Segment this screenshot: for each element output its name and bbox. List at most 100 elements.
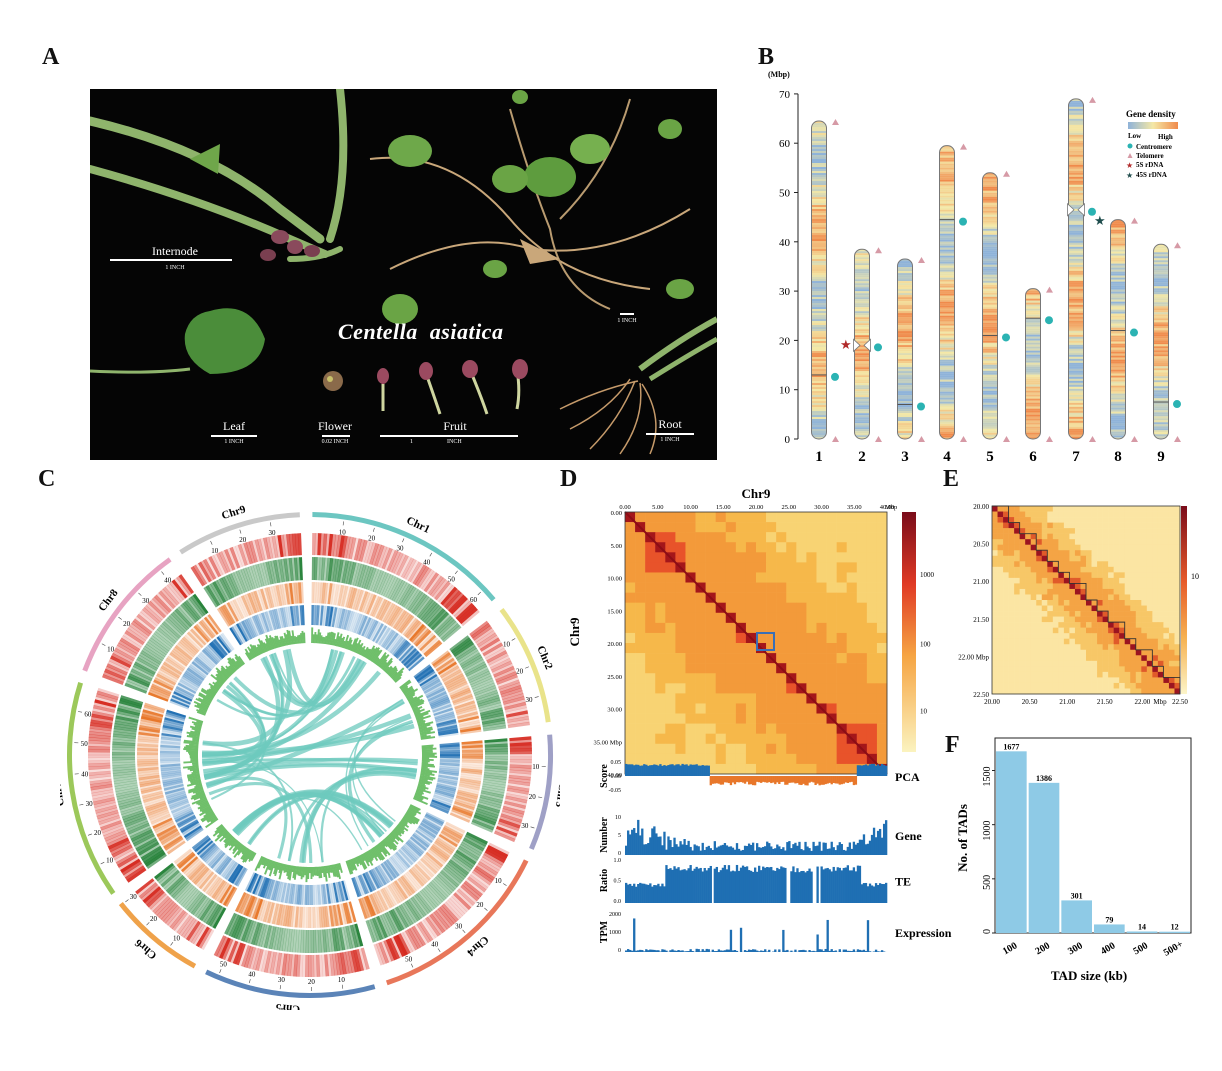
hic-cell — [836, 552, 847, 563]
circos-heat-segment — [383, 886, 397, 907]
hic-cell — [635, 653, 646, 664]
circos-heat-segment — [207, 643, 223, 661]
hic-cell — [645, 693, 656, 704]
density-band — [811, 201, 827, 204]
circos-heat-segment — [473, 814, 497, 826]
circos-heat-segment — [245, 566, 256, 590]
circos-heat-segment — [315, 582, 319, 604]
circos-heat-segment — [172, 807, 192, 818]
circos-gc-bar — [199, 801, 209, 807]
density-band — [1110, 429, 1126, 432]
zoom-cell — [1108, 517, 1114, 523]
hic-cell — [715, 632, 727, 644]
density-band — [1068, 388, 1084, 391]
track-expression-label: Expression — [895, 926, 952, 940]
circos-heat-segment — [276, 927, 284, 951]
zoom-cell — [1174, 517, 1181, 523]
circos-heat-segment — [149, 687, 170, 699]
density-band — [854, 413, 870, 416]
circos-heat-segment — [431, 911, 448, 932]
density-band — [897, 375, 913, 378]
hic-cell — [725, 713, 737, 724]
circos-heat-segment — [106, 835, 128, 847]
hic-cell — [675, 693, 686, 704]
circos-heat-segment — [264, 587, 273, 609]
track-expression-bar — [739, 927, 743, 952]
circos-heat-segment — [422, 854, 441, 871]
density-band — [1025, 370, 1041, 373]
hic-cell — [685, 592, 696, 603]
circos-heat-segment — [267, 879, 275, 900]
hic-cell — [715, 683, 727, 694]
track-expression-bar — [627, 949, 630, 952]
track-te-bar — [870, 885, 874, 903]
density-band — [939, 173, 955, 176]
track-gene-bar — [753, 850, 757, 855]
circos-heat-segment — [480, 790, 504, 799]
track-te-bar — [792, 866, 795, 903]
hic-cell — [725, 542, 737, 553]
track-pca-bar — [872, 763, 876, 776]
circos-heat-segment — [305, 954, 309, 977]
circos-heat-segment — [369, 918, 381, 942]
track-expression-bar — [663, 949, 666, 952]
density-band — [854, 331, 870, 334]
density-band — [1110, 295, 1126, 298]
circos-heat-segment — [343, 610, 351, 630]
density-band — [939, 181, 955, 184]
density-band — [811, 147, 827, 150]
circos-heat-segment — [452, 806, 473, 817]
track-gene-bar — [695, 845, 698, 855]
hic-cell — [745, 653, 757, 664]
circos-heat-segment — [439, 766, 460, 771]
circos-gc-bar — [311, 866, 314, 877]
circos-gc-bar — [192, 788, 204, 794]
density-band — [811, 145, 827, 148]
circos-heat-segment — [378, 941, 390, 964]
density-band — [811, 429, 827, 432]
circos-heat-segment — [356, 590, 366, 612]
zoom-cell — [1174, 522, 1181, 529]
circos-heat-segment — [271, 926, 279, 950]
circos-heat-segment — [439, 752, 460, 755]
track-expression-bar — [733, 950, 737, 952]
circos-tick-label: 60 — [470, 596, 478, 604]
circos-heat-segment — [252, 564, 263, 588]
panel-letter-f: F — [945, 732, 960, 758]
density-band — [811, 303, 827, 306]
density-band — [982, 240, 998, 243]
circos-heat-segment — [367, 620, 379, 640]
hic-cell — [635, 592, 646, 603]
track-gene-bar — [633, 828, 636, 855]
circos-gc-bar — [389, 833, 396, 840]
hic-cell — [836, 703, 847, 714]
density-band — [1025, 326, 1041, 329]
density-band — [1068, 282, 1084, 285]
circos-gc-bar — [267, 860, 273, 870]
density-band — [1068, 186, 1084, 189]
circos-heat-segment — [505, 793, 528, 801]
hic-cell — [725, 723, 737, 734]
hic-cell — [725, 592, 737, 603]
density-band — [982, 398, 998, 401]
density-band — [854, 305, 870, 308]
density-band — [811, 343, 827, 346]
circos-heat-segment — [362, 897, 372, 918]
circos-gc-bar — [370, 848, 378, 858]
circos-heat-segment — [434, 840, 453, 855]
hic-frame — [624, 511, 888, 775]
track-gene-bar — [810, 850, 813, 855]
circos-heat-segment — [123, 863, 144, 878]
circos-heat-segment — [435, 715, 456, 723]
circos-heat-segment — [195, 839, 213, 854]
circos-heat-segment — [455, 890, 474, 908]
circos-heat-segment — [144, 605, 163, 623]
circos-heat-segment — [173, 808, 193, 819]
density-band — [982, 408, 998, 411]
hic-cell — [715, 693, 727, 704]
circos-heat-segment — [414, 831, 432, 845]
circos-heat-segment — [273, 585, 281, 607]
circos-heat-segment — [456, 709, 478, 717]
circos-gc-bar — [215, 673, 226, 683]
density-band — [1110, 267, 1126, 270]
